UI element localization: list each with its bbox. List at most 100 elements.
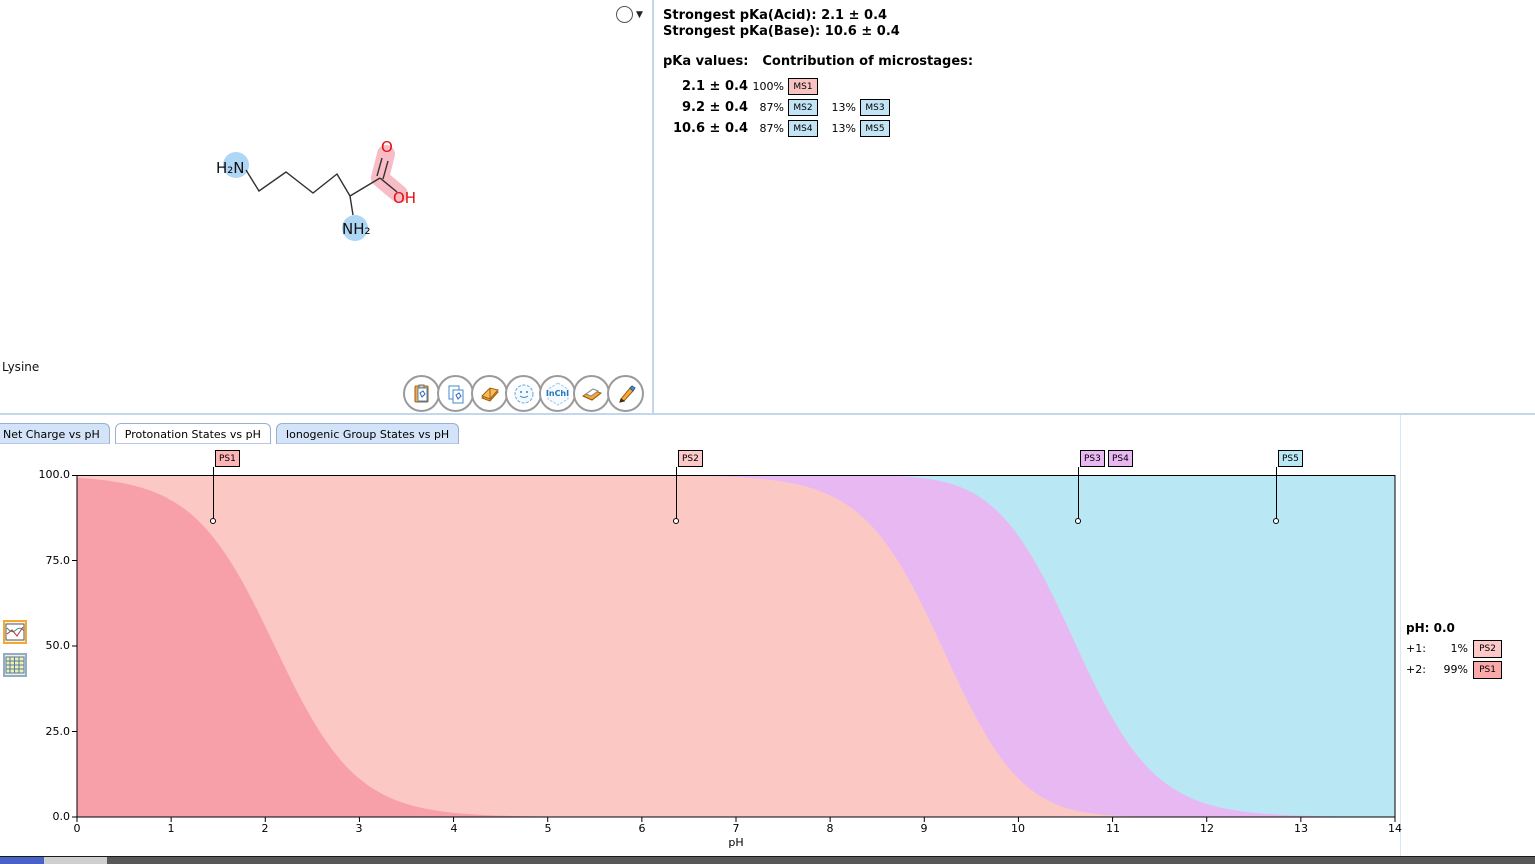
x-tick-label: 2 [261,822,269,835]
pka-row: 9.2 ± 0.4 87% MS2 13% MS3 [663,97,890,118]
panel-divider [1400,415,1401,856]
basic-site-highlight [342,215,368,241]
microstate-badge-ms3[interactable]: MS3 [860,99,890,116]
molecule-toolbar: InChI [403,375,644,412]
x-tick-label: 8 [826,822,834,835]
marker-dot-ps5[interactable] [1273,518,1279,524]
microstate-badge-ms2[interactable]: MS2 [788,99,818,116]
x-tick-label: 0 [73,822,81,835]
pka-headers: pKa values: Contribution of microstages: [663,54,973,69]
pencil-icon [618,384,636,403]
y-tick-label: 75.0 [45,554,71,567]
charge-label: +1: [1406,642,1426,655]
display-options-button[interactable]: ▼ [616,4,650,24]
pka-value: 9.2 ± 0.4 [681,100,748,115]
x-axis-title: pH [728,836,744,849]
inchi-icon [547,381,568,406]
chevron-down-icon: ▼ [636,9,643,20]
x-tick-label: 6 [638,822,646,835]
microstate-percent: 13% [831,101,856,114]
taskbar-edge[interactable] [0,856,1535,864]
inchi-button[interactable]: InChI [539,375,576,412]
chart-view-icon[interactable] [3,620,27,644]
tab-ionogenic-group-states-vs-ph[interactable]: Ionogenic Group States vs pH [275,423,460,444]
marker-line-ps3 [1078,467,1079,518]
pka-values-header: pKa values: [663,54,749,69]
edit-structure-button[interactable] [607,375,644,412]
smiles-button[interactable] [505,375,542,412]
marker-dot-ps1[interactable] [210,518,216,524]
pka-row: 2.1 ± 0.4 100% MS1 [663,76,890,97]
cursor-readout-panel: pH: 0.0 +1: 1% PS2 +2: 99% PS1 [1406,621,1502,680]
y-tick-label: 100.0 [38,468,71,481]
contribution-header: Contribution of microstages: [762,54,974,69]
atom-label-hydroxyl: OH [393,189,416,207]
table-view-icon[interactable] [3,653,27,677]
protonation-chart[interactable] [71,475,1396,825]
y-tick-label: 0.0 [52,810,71,823]
x-tick-label: 11 [1106,822,1120,835]
strongest-base-line: Strongest pKa(Base): 10.6 ± 0.4 [663,24,900,39]
compound-name: Lysine [2,360,40,374]
bonds [245,157,398,216]
marker-badge-ps2[interactable]: PS2 [678,450,703,467]
axis-ticks [72,475,1396,822]
state-badge-ps2[interactable]: PS2 [1473,639,1502,658]
paste-structure-button[interactable] [403,375,440,412]
tab-net-charge-vs-ph[interactable]: Net Charge vs pH [0,423,110,444]
microstate-badge-ms5[interactable]: MS5 [860,120,890,137]
pka-value: 10.6 ± 0.4 [672,121,748,136]
microstate-badge-ms4[interactable]: MS4 [788,120,818,137]
state-badge-ps1[interactable]: PS1 [1473,660,1502,679]
x-tick-label: 1 [167,822,175,835]
y-tick-label: 50.0 [45,639,71,652]
basic-site-highlight [223,152,249,178]
microstate-percent: 13% [831,122,856,135]
series-ps2-area [77,475,1395,817]
x-tick-label: 14 [1388,822,1402,835]
copy-structure-icon [448,385,463,403]
molecule-canvas[interactable]: ▼ H₂N NH₂ O OH [0,0,654,413]
cursor-row: +1: 1% PS2 [1406,638,1502,659]
microstate-badge-ms1[interactable]: MS1 [788,78,818,95]
x-tick-label: 12 [1200,822,1214,835]
atom-label-alpha-amine: NH₂ [342,220,371,238]
strongest-acid-value: 2.1 ± 0.4 [821,8,888,23]
atom-label-carbonyl-oxygen: O [381,138,393,156]
x-tick-label: 9 [920,822,928,835]
top-section: ▼ H₂N NH₂ O OH [0,0,1535,415]
series-ps1-area [77,477,1395,817]
strongest-base-label: Strongest pKa(Base): [663,24,821,39]
x-tick-label: 13 [1294,822,1308,835]
marker-dot-ps3[interactable] [1075,518,1081,524]
marker-badge-ps4[interactable]: PS4 [1108,450,1133,467]
pka-rows: 2.1 ± 0.4 100% MS1 9.2 ± 0.4 87% MS2 13% MS3 10.… [663,76,890,139]
cursor-row: +2: 99% PS1 [1406,659,1502,680]
pka-value: 2.1 ± 0.4 [681,79,748,94]
x-tick-label: 10 [1011,822,1025,835]
microstate-percent: 100% [752,80,784,93]
marker-dot-ps2[interactable] [673,518,679,524]
acidic-site-highlight [371,145,408,203]
molecule-structure: H₂N NH₂ O OH [216,138,416,241]
circle-icon [616,6,633,23]
charge-label: +2: [1406,663,1426,676]
marker-badge-ps3[interactable]: PS3 [1080,450,1105,467]
strongest-base-value: 10.6 ± 0.4 [824,24,900,39]
microstate-percent: 87% [759,101,784,114]
taskbar-app-segment[interactable] [44,857,107,864]
marker-badge-ps5[interactable]: PS5 [1278,450,1303,467]
marker-line-ps1 [213,467,214,518]
marker-badge-ps1[interactable]: PS1 [215,450,240,467]
microstate-percent: 87% [759,122,784,135]
library-button[interactable] [471,375,508,412]
copy-structure-button[interactable] [437,375,474,412]
export-button[interactable] [573,375,610,412]
marker-line-ps5 [1276,467,1277,518]
tab-protonation-states-vs-ph[interactable]: Protonation States vs pH [114,423,271,444]
cursor-ph-value: pH: 0.0 [1406,621,1455,635]
clipboard-paste-icon [414,384,428,402]
taskbar-start-segment[interactable] [0,857,44,864]
charge-percent: 99% [1443,663,1468,676]
